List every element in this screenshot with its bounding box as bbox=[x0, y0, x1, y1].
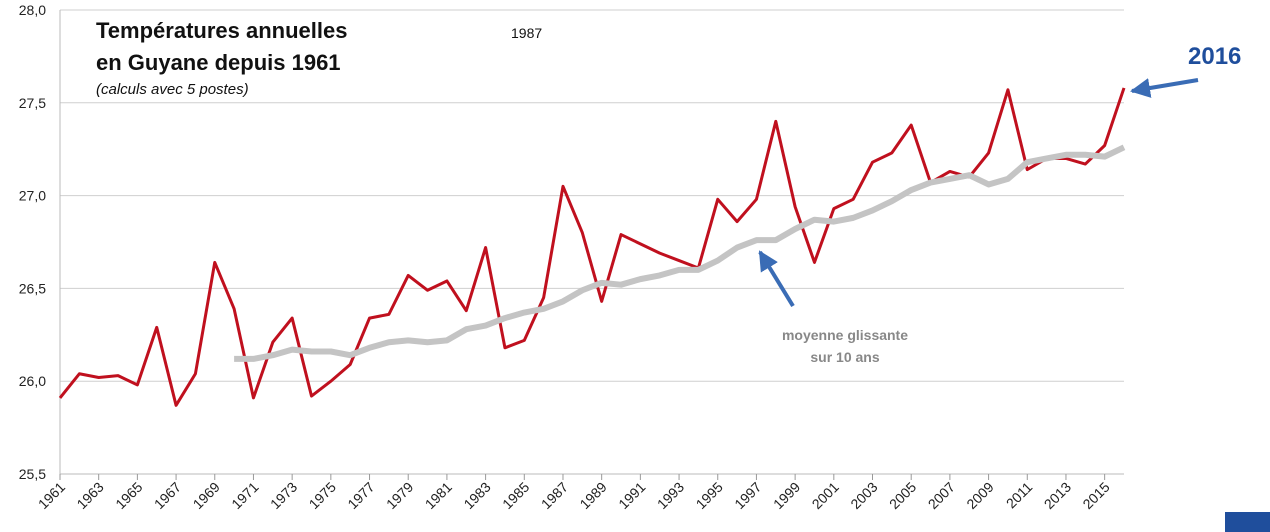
x-tick-label: 1993 bbox=[654, 479, 687, 512]
y-tick-label: 26,5 bbox=[19, 280, 46, 296]
chart-title: en Guyane depuis 1961 bbox=[96, 50, 341, 75]
x-tick-label: 1997 bbox=[731, 479, 764, 512]
x-tick-label: 1965 bbox=[112, 479, 145, 512]
x-tick-label: 1961 bbox=[35, 479, 68, 512]
chart-subtitle: (calculs avec 5 postes) bbox=[96, 81, 249, 98]
annotation: 2016 bbox=[1188, 43, 1241, 70]
x-tick-label: 2009 bbox=[963, 479, 996, 512]
y-tick-label: 27,5 bbox=[19, 95, 46, 111]
series-line bbox=[58, 87, 1126, 407]
annotation: 1987 bbox=[511, 25, 542, 41]
x-tick-label: 1973 bbox=[267, 479, 300, 512]
annotation: moyenne glissante bbox=[782, 327, 908, 343]
y-tick-label: 28,0 bbox=[19, 2, 46, 18]
x-tick-label: 2005 bbox=[886, 479, 919, 512]
x-tick-label: 1991 bbox=[615, 479, 648, 512]
x-tick-label: 1963 bbox=[73, 479, 106, 512]
x-tick-label: 1981 bbox=[422, 479, 455, 512]
x-tick-label: 1987 bbox=[538, 479, 571, 512]
x-tick-label: 1975 bbox=[306, 479, 339, 512]
logo bbox=[1225, 512, 1270, 532]
x-tick-label: 2003 bbox=[847, 479, 880, 512]
x-tick-label: 1971 bbox=[228, 479, 261, 512]
annotation: sur 10 ans bbox=[810, 349, 879, 365]
chart-title: Températures annuelles bbox=[96, 18, 347, 43]
x-tick-label: 2007 bbox=[925, 479, 958, 512]
x-tick-label: 1995 bbox=[693, 479, 726, 512]
x-tick-label: 2011 bbox=[1003, 479, 1036, 512]
arrow bbox=[1130, 78, 1199, 98]
x-tick-label: 2015 bbox=[1079, 479, 1112, 512]
x-tick-label: 1979 bbox=[383, 479, 416, 512]
x-tick-label: 1983 bbox=[460, 479, 493, 512]
x-tick-label: 1969 bbox=[190, 479, 223, 512]
title-box bbox=[90, 12, 434, 102]
x-tick-label: 1989 bbox=[576, 479, 609, 512]
x-tick-label: 1967 bbox=[151, 479, 184, 512]
x-tick-label: 2013 bbox=[1041, 479, 1074, 512]
x-tick-label: 1985 bbox=[499, 479, 532, 512]
y-tick-label: 27,0 bbox=[19, 188, 46, 204]
x-tick-label: 1977 bbox=[344, 479, 377, 512]
arrow bbox=[758, 250, 795, 308]
y-tick-label: 25,5 bbox=[19, 466, 46, 482]
x-tick-label: 2001 bbox=[809, 479, 842, 512]
y-tick-label: 26,0 bbox=[19, 373, 46, 389]
series-line bbox=[234, 144, 1126, 362]
x-tick-label: 1999 bbox=[770, 479, 803, 512]
